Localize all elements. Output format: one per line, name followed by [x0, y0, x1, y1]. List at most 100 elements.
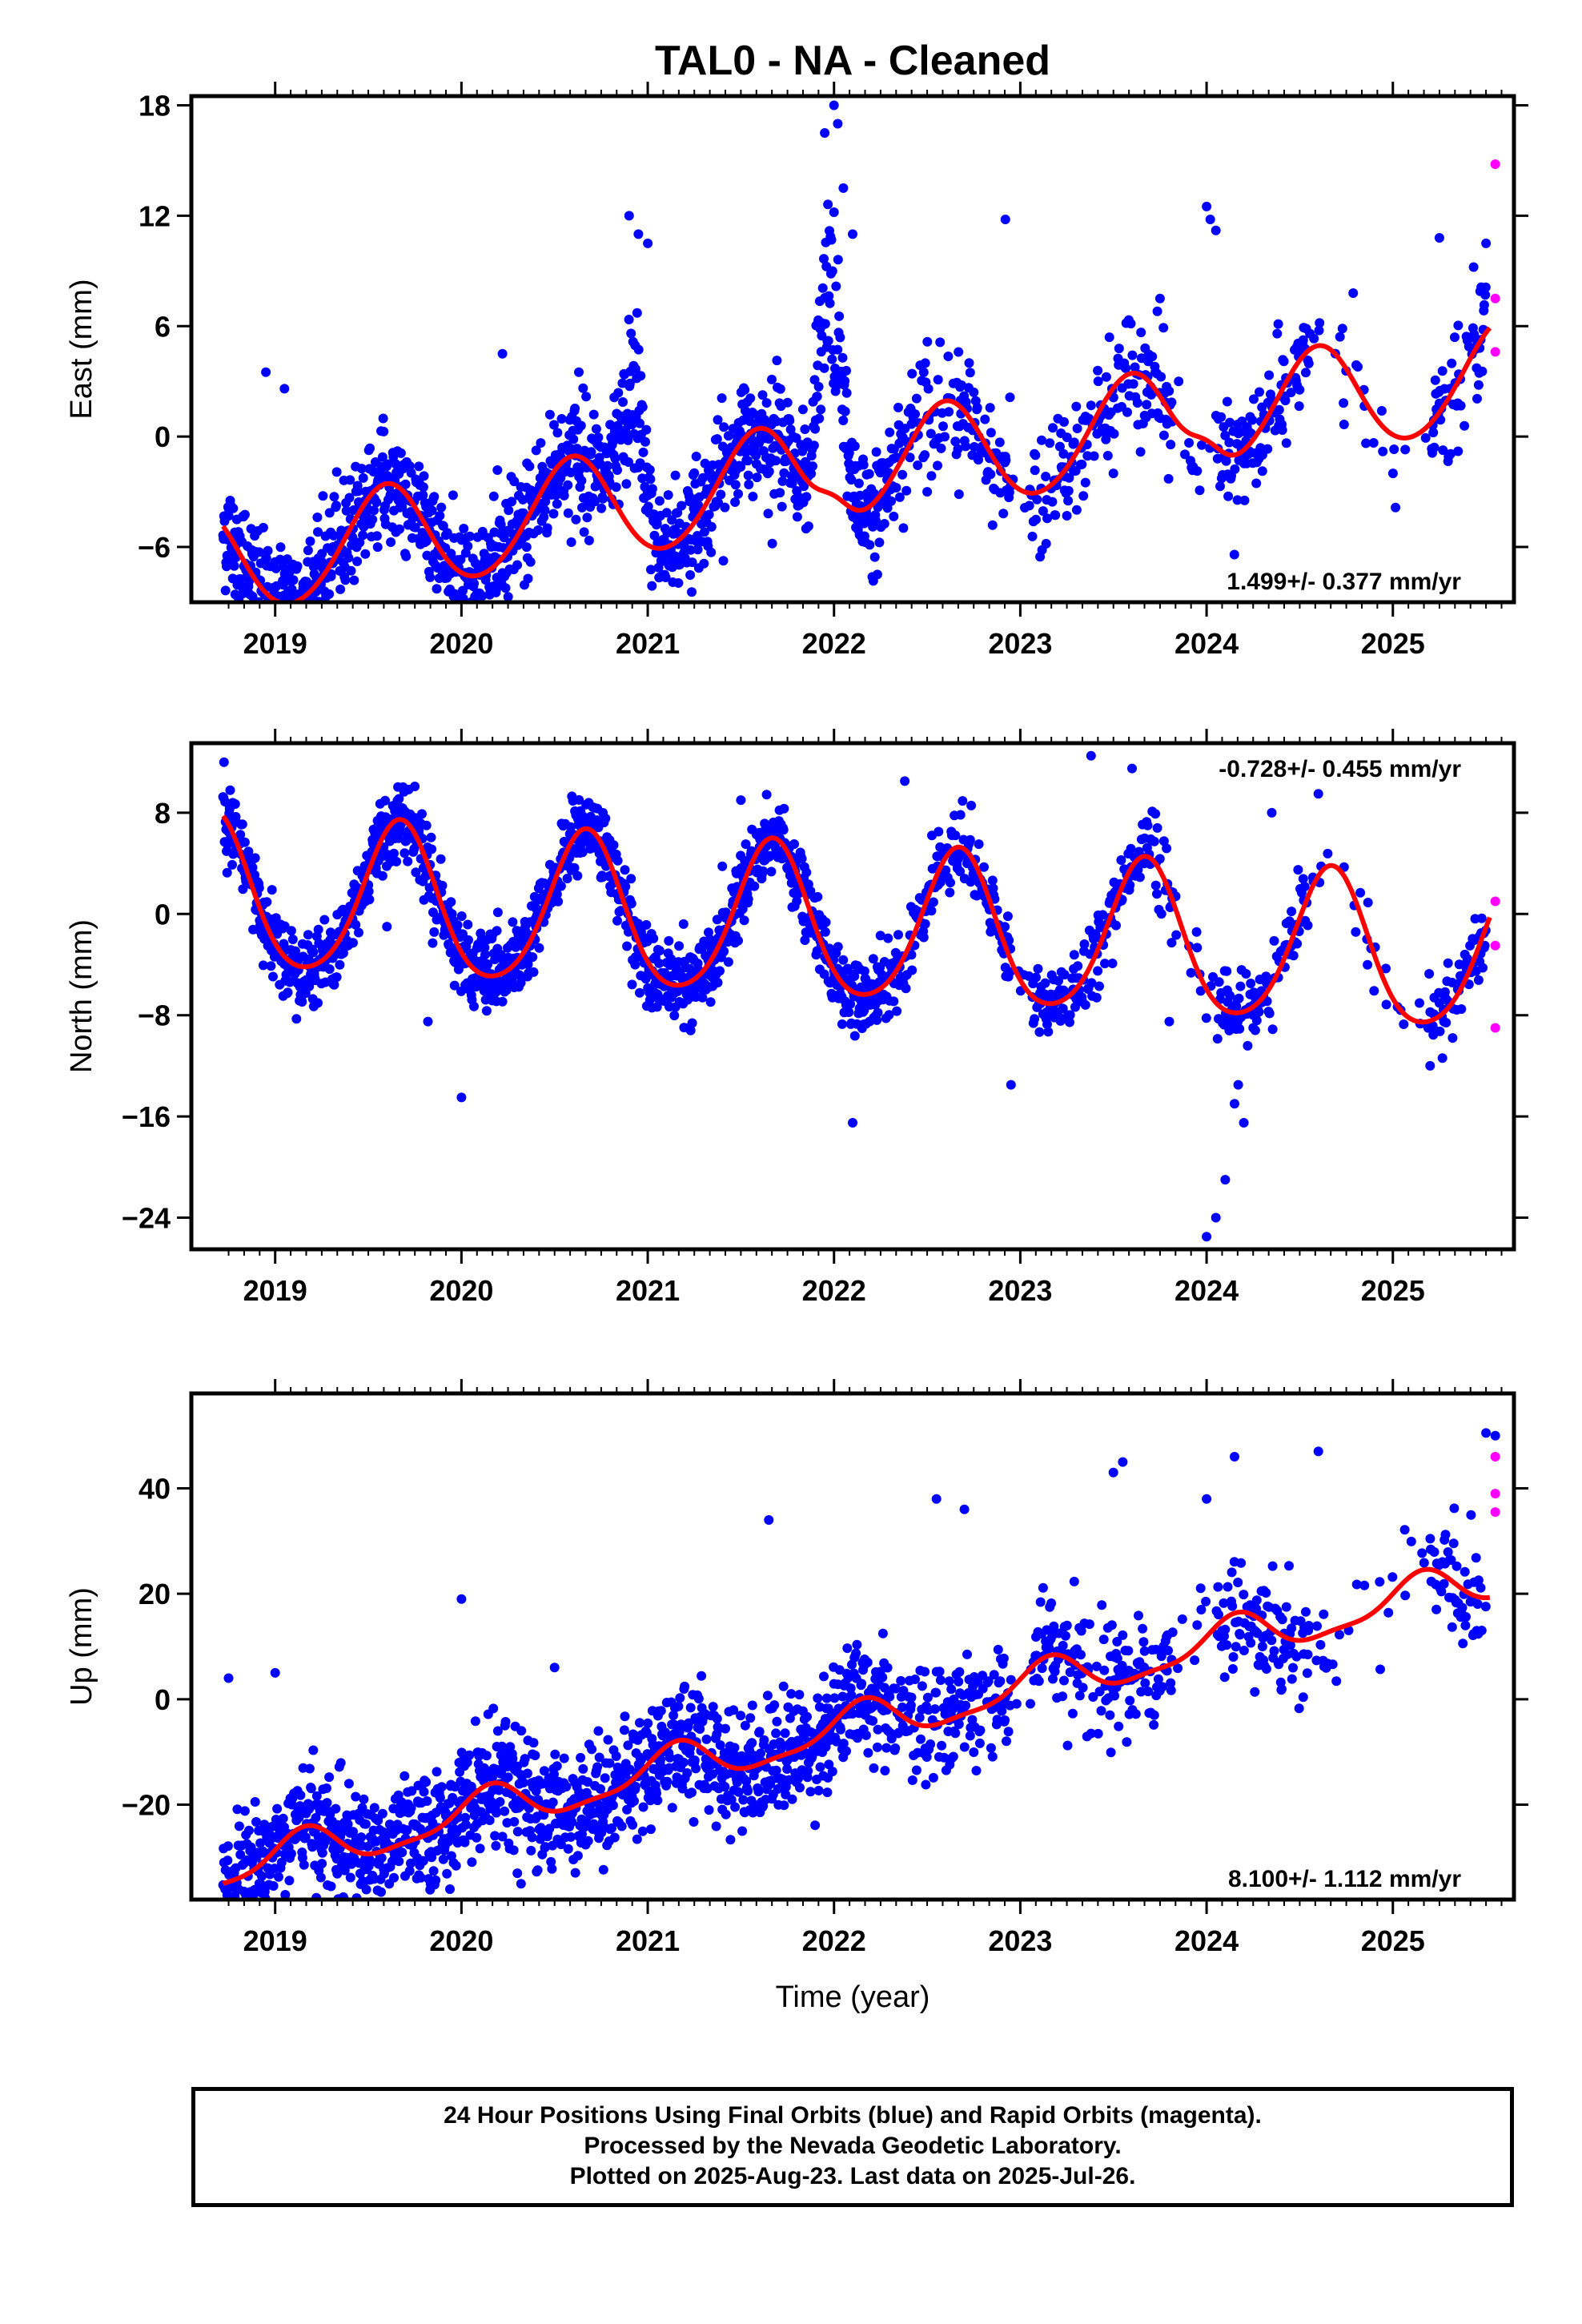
up-final-orbit-point — [594, 1752, 604, 1763]
north-final-orbit-point — [600, 814, 611, 823]
north-final-orbit-point — [492, 926, 502, 936]
up-final-orbit-point — [609, 1832, 620, 1843]
north-final-orbit-point — [1351, 927, 1361, 937]
east-plot-frame — [189, 94, 1516, 605]
east-final-orbit-point — [761, 398, 772, 408]
east-final-orbit-point — [432, 584, 442, 594]
east-final-orbit-point — [1166, 440, 1176, 450]
east-final-orbit-point — [1389, 444, 1399, 454]
north-final-orbit-point — [644, 995, 655, 1005]
up-final-orbit-point — [552, 1761, 562, 1771]
north-y-tick-label: 8 — [155, 797, 171, 830]
east-rate-label: 1.499+/- 0.377 mm/yr — [1227, 569, 1461, 595]
east-final-orbit-point — [1114, 344, 1124, 354]
north-y-axis-title: North (mm) — [65, 919, 98, 1073]
north-final-orbit-point — [626, 899, 636, 909]
east-final-orbit-point — [961, 441, 971, 452]
up-final-orbit-point — [445, 1884, 455, 1894]
east-final-orbit-point — [1136, 328, 1146, 338]
east-final-orbit-point — [549, 420, 559, 430]
north-final-orbit-point — [1246, 979, 1256, 988]
up-final-orbit-point — [672, 1772, 682, 1783]
east-final-orbit-point — [1437, 366, 1447, 376]
east-final-orbit-point — [1031, 514, 1041, 525]
east-final-orbit-point — [1429, 442, 1439, 452]
east-fit-line — [221, 326, 1492, 602]
north-final-orbit-point — [329, 979, 339, 990]
east-final-orbit-point — [1005, 392, 1015, 403]
north-final-orbit-point — [1054, 975, 1063, 986]
north-final-orbit-point — [1476, 913, 1487, 923]
east-final-orbit-point — [229, 561, 239, 571]
north-final-orbit-point — [1212, 1034, 1223, 1044]
up-final-orbit-point — [536, 1823, 546, 1833]
east-final-orbit-point — [806, 468, 817, 479]
east-final-orbit-point — [414, 461, 424, 472]
up-final-orbit-point — [646, 1824, 656, 1835]
up-final-orbit-point — [306, 1783, 316, 1794]
east-final-orbit-point — [1277, 425, 1287, 435]
east-final-orbit-point — [685, 545, 696, 555]
north-final-orbit-point — [1239, 1118, 1249, 1128]
east-final-orbit-point — [263, 545, 273, 556]
north-final-orbit-point — [569, 862, 580, 873]
east-final-orbit-point — [280, 666, 290, 676]
east-final-orbit-point — [644, 464, 655, 475]
east-final-orbit-point — [1104, 332, 1114, 343]
east-final-orbit-point — [907, 368, 917, 379]
up-final-orbit-point — [620, 1711, 630, 1722]
east-final-orbit-point — [602, 460, 612, 471]
north-final-orbit-point — [492, 907, 503, 918]
east-rapid-orbit-point — [1490, 293, 1500, 304]
up-final-orbit-point — [431, 1875, 441, 1885]
east-final-orbit-point — [624, 315, 634, 324]
east-final-orbit-point — [521, 542, 532, 553]
north-final-orbit-point — [1154, 854, 1165, 864]
east-final-orbit-point — [1391, 502, 1401, 513]
east-final-orbit-point — [456, 554, 466, 565]
north-final-orbit-point — [669, 1011, 680, 1021]
north-final-orbit-point — [239, 837, 250, 847]
up-final-orbit-point — [495, 1797, 505, 1807]
north-final-orbit-point — [456, 1092, 467, 1103]
east-final-orbit-point — [378, 413, 388, 424]
east-final-orbit-point — [1102, 451, 1113, 460]
north-final-orbit-point — [417, 809, 427, 819]
east-final-orbit-point — [938, 421, 948, 432]
east-final-orbit-point — [356, 464, 367, 474]
east-final-orbit-point — [1456, 400, 1466, 411]
north-final-orbit-point — [1288, 951, 1299, 961]
up-final-orbit-point — [232, 1804, 243, 1815]
up-final-orbit-point — [638, 1802, 648, 1812]
up-final-orbit-point — [418, 1856, 428, 1866]
north-final-orbit-point — [652, 1002, 662, 1012]
east-final-orbit-point — [1062, 432, 1072, 443]
east-final-orbit-point — [985, 403, 995, 413]
east-final-orbit-point — [933, 460, 942, 471]
east-final-orbit-point — [328, 530, 339, 541]
north-final-orbit-point — [1454, 959, 1464, 970]
up-final-orbit-point — [528, 1738, 539, 1748]
east-final-orbit-point — [578, 383, 588, 393]
east-final-orbit-point — [504, 505, 514, 516]
east-final-orbit-point — [897, 469, 908, 480]
east-final-orbit-point — [395, 524, 404, 534]
east-final-orbit-point — [730, 480, 741, 490]
east-final-orbit-point — [943, 352, 954, 361]
north-final-orbit-point — [1435, 1026, 1445, 1036]
north-final-orbit-point — [622, 941, 632, 951]
up-final-orbit-point — [257, 1871, 267, 1881]
east-final-orbit-point — [252, 609, 262, 619]
east-final-orbit-point — [636, 371, 646, 381]
east-final-orbit-point — [905, 452, 915, 463]
east-final-orbit-point — [891, 483, 901, 493]
up-final-orbit-point — [622, 1804, 632, 1815]
up-final-orbit-point — [416, 1872, 426, 1883]
east-final-orbit-point — [933, 375, 943, 385]
east-final-orbit-point — [771, 456, 781, 466]
east-final-orbit-point — [1038, 506, 1048, 517]
up-final-orbit-point — [600, 1773, 610, 1783]
east-final-orbit-point — [410, 522, 420, 533]
north-final-orbit-point — [267, 885, 277, 895]
east-final-orbit-point — [837, 352, 848, 363]
